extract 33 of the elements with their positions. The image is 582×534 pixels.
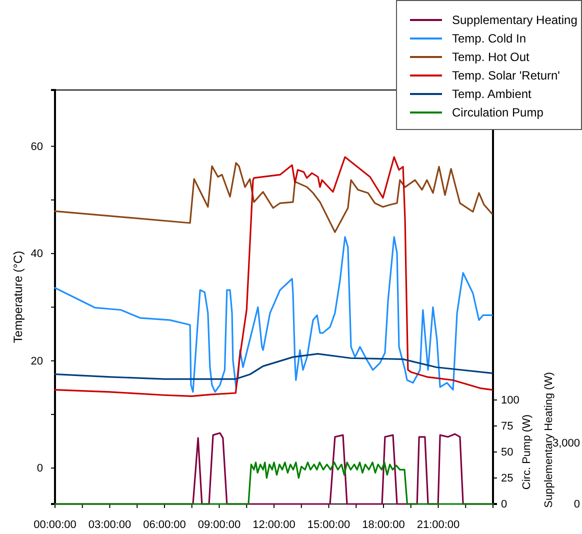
x-tick-label: 09:00:00 [198, 518, 241, 531]
line-series [54, 236, 493, 393]
line-series [54, 462, 494, 505]
legend-label: Temp. Ambient [452, 87, 532, 101]
y-axis-title: Temperature (°C) [11, 250, 25, 344]
y2-axis-title: Circ. Pump (W) [521, 414, 533, 490]
x-tick-label: 12:00:00 [252, 518, 296, 531]
y2-tick-label: 100 [501, 394, 520, 406]
y2-tick-label: 0 [501, 498, 508, 511]
legend-label: Supplementary Heating [452, 13, 578, 27]
legend-label: Temp. Hot Out [452, 50, 530, 64]
line-series [54, 162, 493, 233]
y2-tick-label: 50 [501, 446, 514, 459]
y-tick-label: 40 [30, 248, 43, 260]
x-tick-label: 15:00:00 [307, 518, 350, 531]
y3-axis-title: Supplementary Heating (W) [543, 372, 555, 508]
legend-label: Temp. Cold In [452, 32, 526, 46]
legend-label: Temp. Solar 'Return' [452, 68, 560, 82]
x-tick-label: 18:00:00 [362, 518, 405, 531]
y-tick-label: 60 [30, 140, 43, 153]
x-tick-label: 00:00:00 [34, 518, 76, 531]
y2-tick-label: 75 [501, 420, 514, 433]
y3-tick-label: 3,000 [552, 438, 580, 450]
y2-tick-label: 25 [501, 472, 514, 485]
legend-label: Circulation Pump [452, 106, 544, 120]
y-tick-label: 20 [30, 355, 43, 368]
y3-tick-label: 0 [574, 498, 580, 511]
x-tick-label: 06:00:00 [143, 518, 186, 531]
line-series [54, 156, 493, 398]
x-tick-label: 03:00:00 [88, 518, 132, 531]
y-tick-label: 0 [36, 462, 43, 475]
line-series [54, 353, 493, 380]
x-tick-label: 21:00:00 [416, 518, 460, 531]
